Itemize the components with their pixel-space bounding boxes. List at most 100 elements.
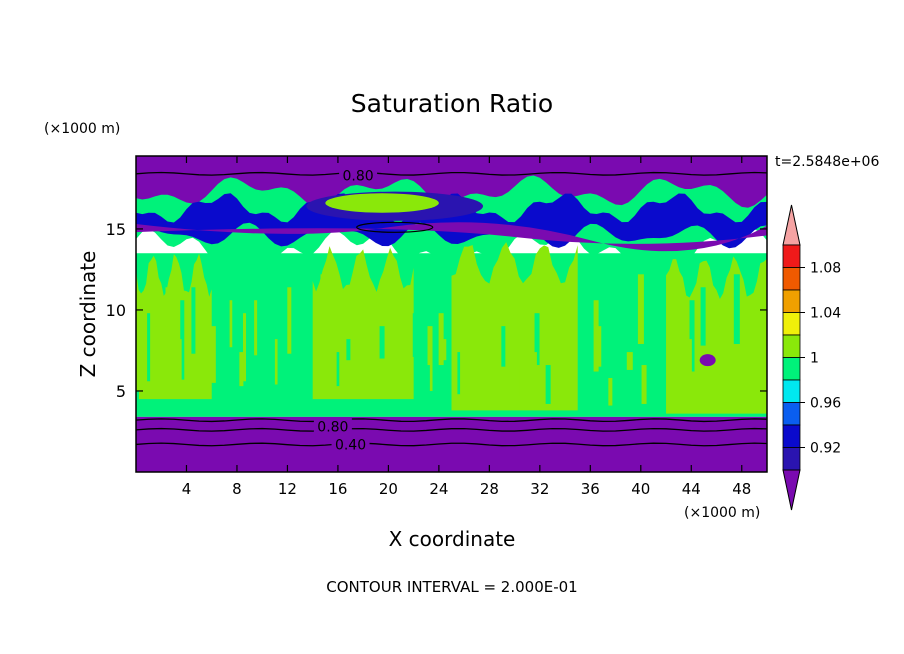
plume-streak — [335, 352, 340, 387]
plume-streak — [578, 352, 585, 403]
x-tick-label: 20 — [379, 480, 398, 498]
colorbar-label: 1.04 — [810, 306, 841, 322]
colorbar-label: 1 — [810, 351, 819, 367]
plume-streak — [195, 313, 199, 349]
x-tick-label: 8 — [232, 480, 242, 498]
y-unit-label: (×1000 m) — [44, 121, 120, 137]
plume-streak — [626, 352, 633, 370]
plume-streak — [471, 300, 478, 364]
plume-streak — [161, 326, 168, 351]
plume-streak — [379, 326, 385, 359]
plume-streak — [763, 300, 767, 348]
plume-streak — [412, 313, 419, 357]
plume-streak — [394, 339, 399, 393]
plume-streak — [534, 313, 540, 366]
plume-streak — [302, 365, 306, 388]
plume-streak — [239, 352, 244, 387]
x-tick-label: 24 — [429, 480, 448, 498]
x-tick-label: 44 — [682, 480, 701, 498]
x-tick-label: 28 — [480, 480, 499, 498]
plume-streak — [442, 339, 447, 361]
contour-060 — [136, 427, 767, 432]
colorbar-segment — [782, 402, 801, 426]
plume-streak — [191, 287, 196, 354]
x-axis-ticks: 4 8 12 16 20 24 28 32 36 40 44 48 — [182, 156, 751, 498]
upper-blob-green — [325, 193, 439, 213]
y-axis-label: Z coordinate — [76, 251, 100, 378]
colorbar-label: 0.96 — [810, 396, 841, 412]
colorbar-segment — [782, 424, 801, 448]
plume-streak — [457, 352, 461, 395]
plume-streak — [733, 274, 740, 344]
plume-streak — [505, 287, 509, 362]
plume-streak — [689, 300, 695, 372]
x-tick-label: 40 — [631, 480, 650, 498]
plume-streak — [671, 390, 675, 408]
plot-frame — [135, 155, 768, 473]
contour-closed — [356, 221, 434, 233]
saturation-field — [136, 156, 767, 472]
plume-streak — [564, 339, 568, 369]
plume-streak — [623, 326, 627, 375]
dry-spot — [699, 354, 716, 367]
plume-streak — [364, 313, 371, 390]
x-tick-label: 4 — [182, 480, 192, 498]
contour-label: 0.80 — [317, 420, 348, 436]
colorbar-segment — [782, 289, 801, 313]
plume-streak — [423, 365, 430, 396]
colorbar-segment — [782, 312, 801, 336]
plume-streak — [165, 287, 171, 346]
plume-streak — [608, 378, 613, 406]
colorbar-label: 1.08 — [810, 261, 841, 277]
time-label: t=2.5848e+06 — [775, 154, 879, 170]
plume-streak — [453, 326, 458, 400]
y-tick-label: 10 — [106, 301, 126, 320]
plume-streak — [656, 313, 661, 374]
plume-streak — [257, 326, 264, 351]
plume-streak — [427, 326, 433, 391]
plume-streak — [180, 300, 185, 380]
x-tick-label: 48 — [732, 480, 751, 498]
plume-streak — [272, 339, 278, 385]
plume-streak — [316, 313, 323, 357]
contour-interval-note: CONTOUR INTERVAL = 2.000E-01 — [326, 578, 577, 596]
x-tick-label: 12 — [278, 480, 297, 498]
colorbar-bottom-arrow — [782, 469, 801, 511]
colorbar-segment — [782, 267, 801, 291]
plume-streak — [516, 339, 520, 401]
plume-streak — [350, 300, 354, 356]
colorbar-segment — [782, 334, 801, 358]
plume-streak — [704, 378, 709, 406]
plume-streak — [331, 326, 337, 391]
plume-streak — [224, 274, 230, 353]
plume-streak — [748, 352, 754, 379]
colorbar-segment — [782, 447, 801, 471]
contour-label-bg — [331, 435, 370, 452]
plume-streak — [254, 300, 258, 356]
plume-streak — [268, 313, 275, 390]
plume-streak — [637, 274, 644, 344]
plume-streak — [409, 287, 413, 362]
colorbar-segment — [782, 244, 801, 268]
plume-streak — [150, 339, 157, 377]
plume-streak — [243, 313, 247, 382]
x-axis-label: X coordinate — [389, 527, 516, 551]
plume-streak — [136, 390, 139, 408]
colorbar: 0.92 0.96 1 1.04 1.08 — [782, 204, 841, 511]
colorbar-label: 0.92 — [810, 441, 841, 457]
contour-label-bg — [339, 166, 378, 183]
plume-streak — [361, 352, 365, 395]
plume-streak — [700, 287, 706, 346]
chart-title: Saturation Ratio — [351, 89, 553, 118]
plume-streak — [641, 365, 647, 404]
contour-labels: 0.800.800.40 — [313, 166, 378, 453]
x-unit-label: (×1000 m) — [684, 505, 760, 521]
plume-streak — [530, 352, 537, 370]
plume-streak — [719, 326, 723, 375]
colorbar-segment — [782, 379, 801, 403]
plume-streak — [147, 313, 151, 382]
plume-streak — [612, 339, 616, 401]
plume-streak — [519, 365, 526, 396]
contour-080-upper — [136, 171, 767, 176]
